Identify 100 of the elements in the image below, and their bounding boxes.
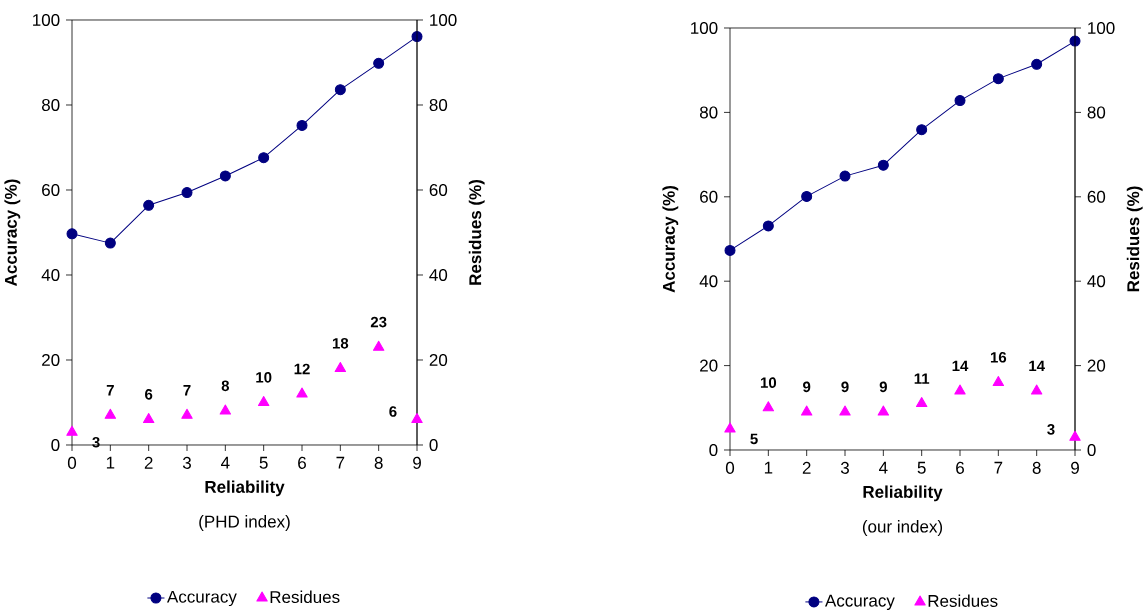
point	[296, 119, 308, 131]
point	[916, 124, 928, 136]
y2-tick-label: 60	[429, 183, 448, 197]
data-label: 8	[221, 380, 230, 392]
point	[724, 422, 736, 433]
y2-tick-label: 0	[1087, 443, 1096, 457]
point	[219, 170, 231, 182]
point	[954, 384, 966, 395]
point	[839, 405, 851, 416]
x-axis-title: Reliability	[205, 480, 285, 497]
point	[104, 408, 117, 419]
data-label: 9	[803, 381, 811, 393]
point	[992, 375, 1005, 386]
y-tick-label: 80	[41, 98, 60, 112]
point	[219, 404, 232, 415]
y2-tick-label: 60	[1087, 190, 1106, 203]
point	[373, 57, 385, 69]
point	[992, 73, 1004, 85]
data-label: 14	[952, 360, 969, 372]
data-label: 18	[332, 338, 349, 349]
legend-label: Residues	[928, 594, 998, 607]
y2-tick-label: 0	[429, 438, 438, 452]
data-label: 6	[389, 406, 397, 417]
y2-axis-title: Residues (%)	[468, 179, 485, 285]
point	[181, 408, 193, 419]
point	[1030, 384, 1043, 395]
point	[877, 159, 889, 171]
y-axis-title: Accuracy (%)	[4, 179, 21, 286]
y-tick-label: 60	[700, 190, 718, 203]
x-tick-label: 0	[725, 461, 735, 474]
text: (PHD index)	[199, 515, 290, 531]
y2-tick-label: 80	[429, 98, 448, 112]
x-tick-label: 4	[879, 461, 888, 474]
x-tick-label: 4	[221, 456, 230, 469]
point	[142, 413, 155, 423]
x-tick-label: 3	[840, 461, 849, 474]
point	[954, 95, 966, 107]
x-tick-label: 3	[182, 456, 191, 469]
y-tick-label: 100	[691, 21, 718, 35]
point	[724, 244, 736, 256]
point	[334, 84, 346, 96]
text: (our index)	[862, 520, 943, 536]
point	[258, 152, 270, 164]
x-tick-label: 6	[956, 461, 964, 474]
data-label: 7	[183, 385, 191, 396]
data-label: 12	[294, 363, 310, 375]
point	[66, 425, 78, 436]
x-tick-label: 7	[336, 456, 345, 469]
y-tick-label: 40	[699, 275, 718, 288]
data-label: 5	[750, 433, 758, 445]
x-tick-label: 9	[413, 456, 421, 469]
x-tick-label: 2	[144, 456, 153, 469]
point	[66, 228, 78, 240]
x-tick-label: 1	[106, 456, 115, 469]
x-tick-label: 6	[298, 456, 306, 469]
x-tick-label: 8	[374, 456, 383, 469]
data-label: 23	[370, 316, 387, 328]
x-tick-label: 2	[802, 461, 811, 474]
legend-label: Residues	[270, 590, 340, 604]
x-tick-label: 1	[764, 461, 773, 474]
point	[104, 237, 116, 249]
x-tick-label: 9	[1071, 461, 1079, 474]
y2-tick-label: 100	[430, 13, 457, 27]
x-tick-label: 5	[917, 461, 926, 474]
point	[334, 362, 347, 372]
y2-tick-label: 40	[1087, 275, 1106, 288]
x-tick-label: 5	[259, 456, 268, 469]
x-tick-label: 0	[67, 456, 77, 469]
y2-tick-label: 80	[1087, 106, 1106, 119]
point	[877, 405, 890, 416]
y-tick-label: 80	[699, 106, 718, 119]
y2-axis-title: Residues (%)	[1126, 186, 1143, 292]
point	[372, 340, 385, 351]
point	[296, 387, 308, 398]
data-label: 10	[256, 372, 272, 383]
data-label: 10	[760, 377, 777, 388]
point	[181, 187, 193, 199]
data-label: 3	[1047, 424, 1055, 435]
data-label: 9	[879, 381, 887, 393]
legend-label: Accuracy	[166, 590, 237, 607]
y2-tick-label: 20	[1087, 359, 1106, 372]
data-label: 9	[841, 381, 849, 393]
y2-tick-label: 100	[1088, 21, 1115, 35]
y2-tick-label: 20	[429, 353, 448, 367]
data-label: 14	[1029, 360, 1045, 372]
y-tick-label: 0	[51, 438, 60, 452]
point	[762, 401, 775, 412]
point	[143, 199, 155, 211]
y-tick-label: 20	[700, 359, 718, 372]
point	[915, 397, 928, 408]
data-label: 3	[92, 436, 100, 448]
point	[1031, 58, 1043, 70]
point	[800, 405, 813, 416]
point	[1069, 430, 1081, 441]
x-axis-title: Reliability	[863, 485, 943, 502]
y-tick-label: 0	[709, 443, 718, 457]
x-tick-label: 8	[1032, 461, 1041, 474]
point	[411, 413, 423, 423]
data-label: 7	[106, 385, 114, 396]
y-tick-label: 20	[42, 353, 60, 367]
